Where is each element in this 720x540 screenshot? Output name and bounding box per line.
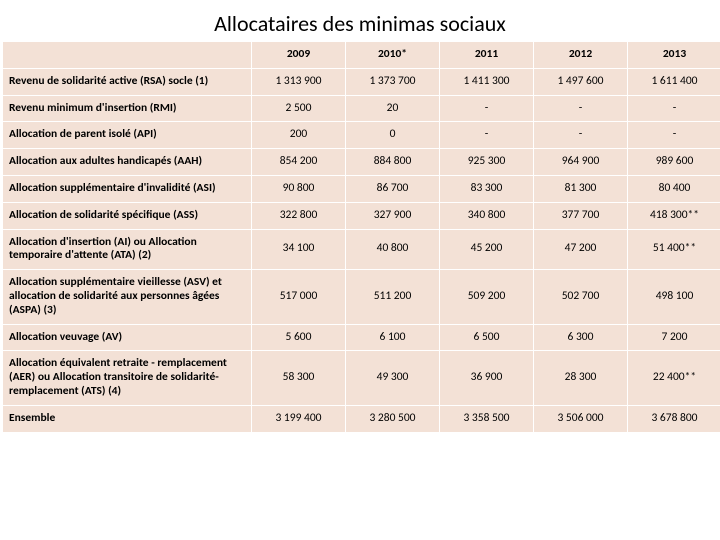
cell-value: 5 600 [252,325,345,351]
cell-value: 3 506 000 [534,406,627,432]
cell-value: - [534,96,627,122]
table-row: Allocation équivalent retraite - remplac… [3,351,720,404]
cell-value: 86 700 [346,176,439,202]
cell-value: 51 400** [628,230,720,270]
cell-value: 989 600 [628,149,720,175]
table-row: Allocation de solidarité spécifique (ASS… [3,203,720,229]
cell-value: - [534,122,627,148]
col-2010: 2010* [346,42,439,68]
cell-value: 36 900 [440,351,533,404]
cell-value: 925 300 [440,149,533,175]
cell-value: 509 200 [440,270,533,323]
cell-value: 1 313 900 [252,69,345,95]
cell-value: 327 900 [346,203,439,229]
row-label: Revenu minimum d'insertion (RMI) [3,96,251,122]
cell-value: 49 300 [346,351,439,404]
cell-value: 90 800 [252,176,345,202]
col-2011: 2011 [440,42,533,68]
cell-value: 854 200 [252,149,345,175]
col-2009: 2009 [252,42,345,68]
cell-value: 498 100 [628,270,720,323]
cell-value: 81 300 [534,176,627,202]
row-label: Allocation veuvage (AV) [3,325,251,351]
cell-value: 7 200 [628,325,720,351]
table-header-row: 2009 2010* 2011 2012 2013 [3,42,720,68]
cell-value: 377 700 [534,203,627,229]
cell-value: 200 [252,122,345,148]
col-2013: 2013 [628,42,720,68]
row-label: Allocation équivalent retraite - remplac… [3,351,251,404]
table-row: Allocation aux adultes handicapés (AAH)8… [3,149,720,175]
cell-value: 0 [346,122,439,148]
cell-value: 47 200 [534,230,627,270]
cell-value: 6 500 [440,325,533,351]
page-title: Allocataires des minimas sociaux [0,0,720,41]
cell-value: 511 200 [346,270,439,323]
col-2012: 2012 [534,42,627,68]
cell-value: 45 200 [440,230,533,270]
cell-value: 80 400 [628,176,720,202]
cell-value: 502 700 [534,270,627,323]
table-row: Ensemble3 199 4003 280 5003 358 5003 506… [3,406,720,432]
row-label: Ensemble [3,406,251,432]
cell-value: 1 373 700 [346,69,439,95]
table-body: Revenu de solidarité active (RSA) socle … [3,69,720,432]
cell-value: 40 800 [346,230,439,270]
row-label: Revenu de solidarité active (RSA) socle … [3,69,251,95]
cell-value: - [628,122,720,148]
cell-value: 322 800 [252,203,345,229]
data-table: 2009 2010* 2011 2012 2013 Revenu de soli… [2,41,720,433]
header-blank [3,42,251,68]
cell-value: - [440,96,533,122]
table-row: Allocation supplémentaire vieillesse (AS… [3,270,720,323]
table-row: Revenu minimum d'insertion (RMI)2 50020-… [3,96,720,122]
cell-value: 22 400** [628,351,720,404]
cell-value: 3 199 400 [252,406,345,432]
cell-value: 3 678 800 [628,406,720,432]
row-label: Allocation de parent isolé (API) [3,122,251,148]
row-label: Allocation supplémentaire d'invalidité (… [3,176,251,202]
cell-value: - [440,122,533,148]
cell-value: 20 [346,96,439,122]
cell-value: 34 100 [252,230,345,270]
cell-value: 28 300 [534,351,627,404]
row-label: Allocation de solidarité spécifique (ASS… [3,203,251,229]
cell-value: 884 800 [346,149,439,175]
row-label: Allocation d'insertion (AI) ou Allocatio… [3,230,251,270]
cell-value: 418 300** [628,203,720,229]
cell-value: 6 100 [346,325,439,351]
table-row: Allocation de parent isolé (API)2000--- [3,122,720,148]
table-row: Allocation d'insertion (AI) ou Allocatio… [3,230,720,270]
table-row: Revenu de solidarité active (RSA) socle … [3,69,720,95]
row-label: Allocation aux adultes handicapés (AAH) [3,149,251,175]
cell-value: 517 000 [252,270,345,323]
cell-value: 2 500 [252,96,345,122]
row-label: Allocation supplémentaire vieillesse (AS… [3,270,251,323]
cell-value: 1 611 400 [628,69,720,95]
cell-value: 6 300 [534,325,627,351]
cell-value: 83 300 [440,176,533,202]
table-row: Allocation veuvage (AV)5 6006 1006 5006 … [3,325,720,351]
cell-value: 964 900 [534,149,627,175]
table-row: Allocation supplémentaire d'invalidité (… [3,176,720,202]
cell-value: 340 800 [440,203,533,229]
cell-value: 58 300 [252,351,345,404]
cell-value: 3 280 500 [346,406,439,432]
cell-value: - [628,96,720,122]
cell-value: 1 497 600 [534,69,627,95]
cell-value: 1 411 300 [440,69,533,95]
cell-value: 3 358 500 [440,406,533,432]
